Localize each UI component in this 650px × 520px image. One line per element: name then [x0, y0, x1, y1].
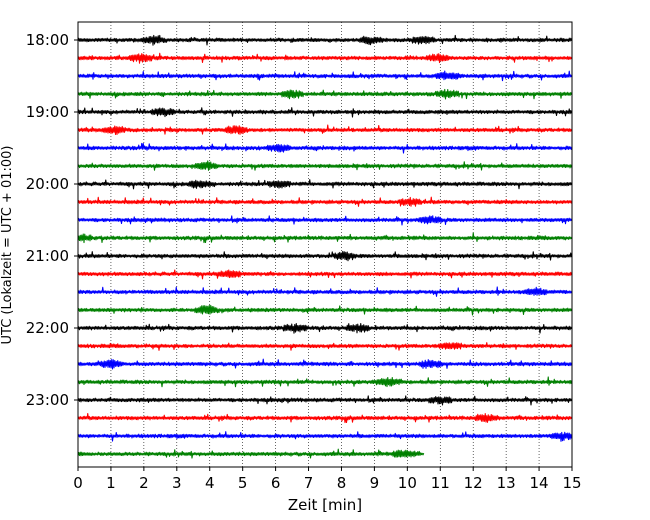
x-tick-label: 12 — [464, 474, 483, 492]
seismogram-trace — [77, 160, 573, 171]
x-tick-label: 10 — [398, 474, 417, 492]
y-tick-label: 18:00 — [26, 31, 69, 49]
y-axis-label: UTC (Lokalzeit = UTC + 01:00) — [0, 146, 15, 345]
seismogram-trace — [77, 395, 573, 406]
seismogram-trace — [77, 179, 573, 190]
y-tick-label: 21:00 — [26, 247, 69, 265]
seismogram-trace — [77, 342, 573, 351]
seismogram-trace — [77, 448, 425, 459]
y-tick-label: 19:00 — [26, 103, 69, 121]
seismogram-trace — [77, 34, 573, 46]
y-axis-ticks: 18:00 19:00 20:00 21:00 22:00 23:00 — [26, 31, 78, 409]
x-tick-label: 7 — [304, 474, 314, 492]
seismogram-trace — [77, 196, 573, 207]
seismogram-trace — [77, 358, 573, 370]
seismogram-trace — [77, 376, 573, 388]
y-tick-label: 22:00 — [26, 319, 69, 337]
x-axis-ticks: 0 1 2 3 4 5 6 7 8 9 10 11 12 13 14 15 — [73, 467, 582, 492]
seismogram-trace — [77, 431, 573, 442]
y-tick-label: 20:00 — [26, 175, 69, 193]
plot-frame — [77, 21, 573, 468]
x-tick-label: 13 — [497, 474, 516, 492]
x-tick-label: 11 — [431, 474, 450, 492]
x-tick-label: 5 — [238, 474, 248, 492]
x-tick-label: 1 — [106, 474, 116, 492]
seismogram-trace — [77, 142, 573, 154]
seismogram-trace — [77, 52, 573, 64]
seismogram-trace — [77, 323, 573, 334]
seismogram-trace — [77, 107, 573, 118]
trace-group — [77, 34, 573, 459]
x-tick-label: 14 — [530, 474, 549, 492]
seismogram-trace — [77, 304, 573, 316]
x-axis-label: Zeit [min] — [288, 496, 362, 514]
x-tick-label: 3 — [172, 474, 182, 492]
seismogram-trace — [77, 215, 573, 226]
x-tick-label: 9 — [370, 474, 380, 492]
seismogram-trace — [77, 250, 573, 262]
seismogram-trace — [77, 70, 573, 82]
seismogram-trace — [77, 232, 573, 244]
x-tick-label: 8 — [337, 474, 347, 492]
x-tick-label: 15 — [562, 474, 581, 492]
seismogram-trace — [77, 269, 573, 280]
x-tick-label: 6 — [271, 474, 281, 492]
seismogram-trace — [77, 88, 573, 100]
x-grid — [110, 22, 540, 467]
x-tick-label: 4 — [205, 474, 215, 492]
seismogram-trace — [77, 413, 573, 424]
y-tick-label: 23:00 — [26, 391, 69, 409]
x-tick-label: 2 — [139, 474, 149, 492]
x-tick-label: 0 — [73, 474, 83, 492]
seismogram-trace — [77, 124, 573, 135]
seismogram-trace — [77, 286, 573, 297]
